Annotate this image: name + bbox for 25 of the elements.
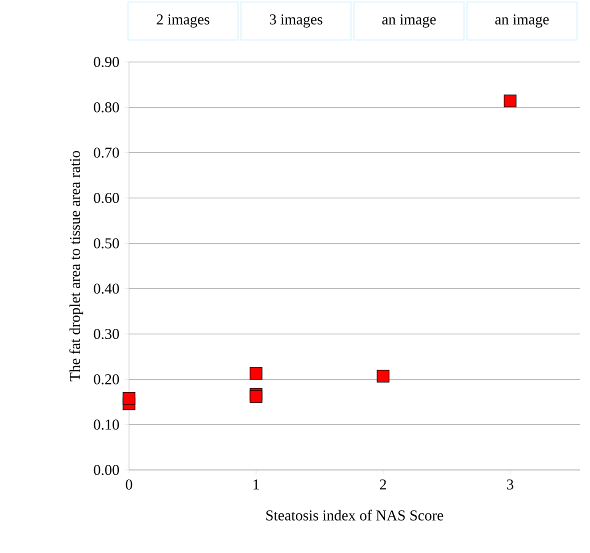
x-axis-title: Steatosis index of NAS Score [266, 510, 444, 520]
y-tick-label: 0.60 [94, 192, 119, 204]
y-tick-label: 0.70 [94, 148, 119, 158]
text: an image [382, 14, 436, 28]
text: an image [495, 14, 549, 28]
point [250, 390, 262, 403]
point [122, 392, 136, 405]
y-tick-label: 0.40 [94, 284, 119, 294]
y-tick-label: 0.80 [94, 102, 119, 112]
x-tick-label: 3 [507, 479, 514, 490]
text: 3 images [270, 14, 322, 28]
x-tick-label: 0 [126, 479, 132, 490]
y-tick-label: 0.90 [94, 56, 119, 68]
y-tick-label: 0.30 [94, 328, 119, 340]
point [376, 370, 390, 382]
y-axis-title: The fat droplet area to tissue area ratio [69, 150, 84, 382]
y-tick-label: 0.00 [94, 464, 119, 476]
y-tick-label: 0.10 [94, 420, 119, 430]
y-tick-label: 0.50 [94, 238, 119, 248]
point [250, 367, 262, 380]
point [504, 94, 516, 108]
text: 2 images [156, 14, 210, 28]
x-tick-label: 2 [380, 479, 386, 490]
x-tick-label: 1 [254, 479, 259, 490]
y-tick-label: 0.20 [94, 374, 119, 384]
